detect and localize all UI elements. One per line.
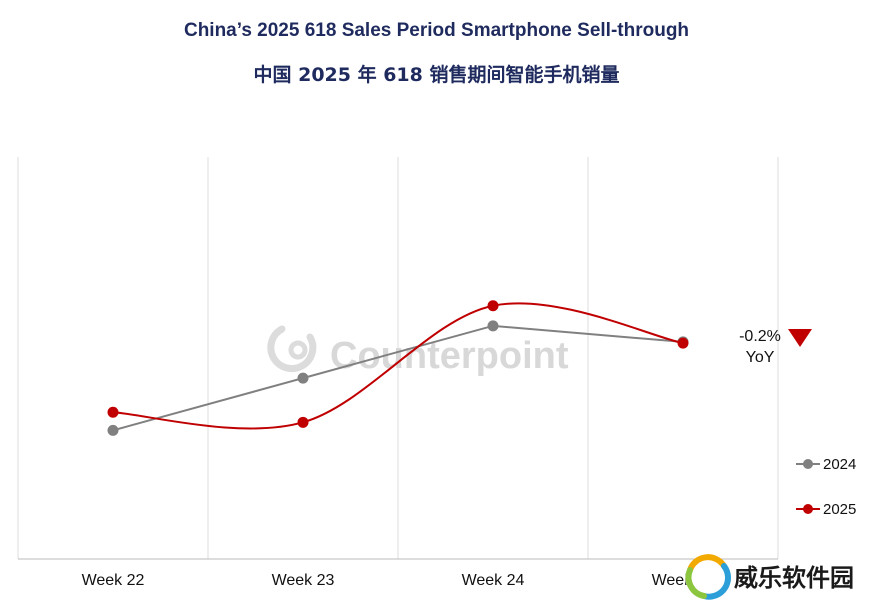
chart-legend: 2024 2025 — [796, 456, 856, 518]
x-tick-label: Week 22 — [82, 572, 145, 589]
yoy-label: YoY — [746, 349, 775, 366]
chart-grid — [17, 157, 779, 560]
watermark-text: Counterpoint — [330, 335, 569, 377]
data-point-2025-1 — [107, 406, 119, 418]
data-point-2024-2 — [297, 372, 309, 384]
counterpoint-logo-icon — [267, 325, 317, 373]
data-point-2025-3 — [487, 300, 499, 312]
yoy-annotation: -0.2% YoY — [739, 328, 812, 366]
site-logo-text: 威乐软件园 — [734, 563, 854, 592]
data-point-2025-4 — [677, 337, 689, 349]
series-line-2025 — [112, 302, 684, 430]
data-point-2025-2 — [297, 416, 309, 428]
legend-label-2024: 2024 — [823, 456, 856, 473]
chart-title-chinese: 中国 2025 年 618 销售期间智能手机销量 — [253, 64, 620, 86]
swirl-logo-icon — [685, 554, 731, 600]
x-tick-label: Week 24 — [462, 572, 525, 589]
series-line-2024 — [112, 324, 684, 432]
site-logo-overlay: 威乐软件园 — [685, 554, 854, 600]
yoy-change-value: -0.2% — [739, 328, 781, 345]
legend-marker-2025 — [803, 504, 813, 514]
down-triangle-icon — [788, 329, 812, 347]
data-point-2024-3 — [487, 320, 499, 332]
counterpoint-watermark: Counterpoint — [267, 325, 569, 377]
legend-marker-2024 — [803, 459, 813, 469]
x-tick-label: Week 23 — [272, 572, 335, 589]
chart-title: China’s 2025 618 Sales Period Smartphone… — [183, 20, 690, 41]
legend-label-2025: 2025 — [823, 501, 856, 518]
data-point-2024-1 — [107, 424, 119, 436]
